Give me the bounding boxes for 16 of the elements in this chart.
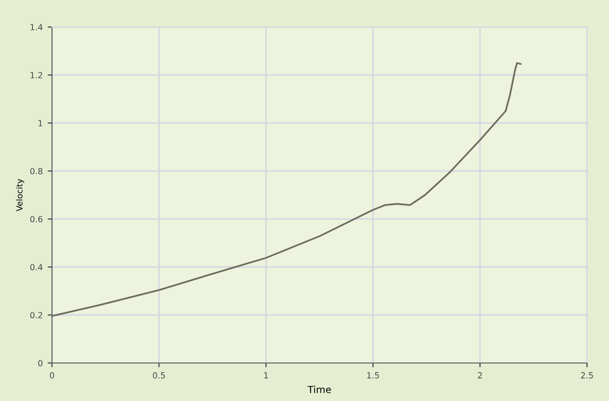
y-tick-label: 1 bbox=[38, 120, 42, 126]
y-tick-label: 1.2 bbox=[30, 72, 42, 78]
y-tick-label: 0 bbox=[38, 360, 42, 366]
y-tick-label: 0.2 bbox=[30, 312, 42, 318]
y-tick-label: 1.4 bbox=[30, 24, 43, 30]
x-tick-label: 0 bbox=[50, 372, 54, 378]
x-tick-label: 0.5 bbox=[152, 372, 165, 378]
y-tick-label: 0.4 bbox=[30, 264, 43, 270]
y-axis-title: Velocity bbox=[16, 178, 24, 212]
x-tick-label: 1 bbox=[264, 372, 268, 378]
x-tick-label: 1.5 bbox=[367, 372, 379, 378]
y-tick-label: 0.8 bbox=[30, 168, 42, 174]
x-tick-label: 2.5 bbox=[580, 372, 593, 378]
y-tick-label: 0.6 bbox=[30, 216, 42, 222]
x-tick-label: 2 bbox=[478, 372, 482, 378]
x-axis-title: Time bbox=[308, 386, 331, 394]
